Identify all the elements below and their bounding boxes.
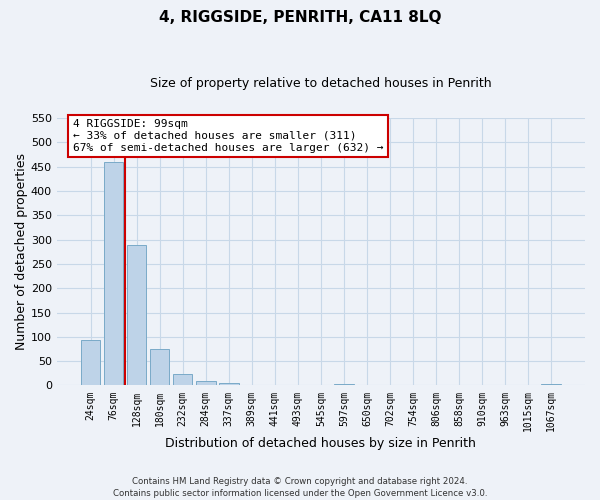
Bar bbox=[219, 383, 239, 386]
X-axis label: Distribution of detached houses by size in Penrith: Distribution of detached houses by size … bbox=[166, 437, 476, 450]
Bar bbox=[541, 384, 561, 386]
Bar bbox=[104, 162, 124, 386]
Bar bbox=[334, 384, 354, 386]
Text: 4 RIGGSIDE: 99sqm
← 33% of detached houses are smaller (311)
67% of semi-detache: 4 RIGGSIDE: 99sqm ← 33% of detached hous… bbox=[73, 120, 383, 152]
Bar bbox=[173, 374, 193, 386]
Bar bbox=[150, 348, 169, 386]
Title: Size of property relative to detached houses in Penrith: Size of property relative to detached ho… bbox=[150, 78, 491, 90]
Bar bbox=[196, 380, 215, 386]
Text: 4, RIGGSIDE, PENRITH, CA11 8LQ: 4, RIGGSIDE, PENRITH, CA11 8LQ bbox=[159, 10, 441, 25]
Y-axis label: Number of detached properties: Number of detached properties bbox=[15, 154, 28, 350]
Text: Contains HM Land Registry data © Crown copyright and database right 2024.
Contai: Contains HM Land Registry data © Crown c… bbox=[113, 476, 487, 498]
Bar bbox=[81, 340, 100, 386]
Bar bbox=[127, 246, 146, 386]
